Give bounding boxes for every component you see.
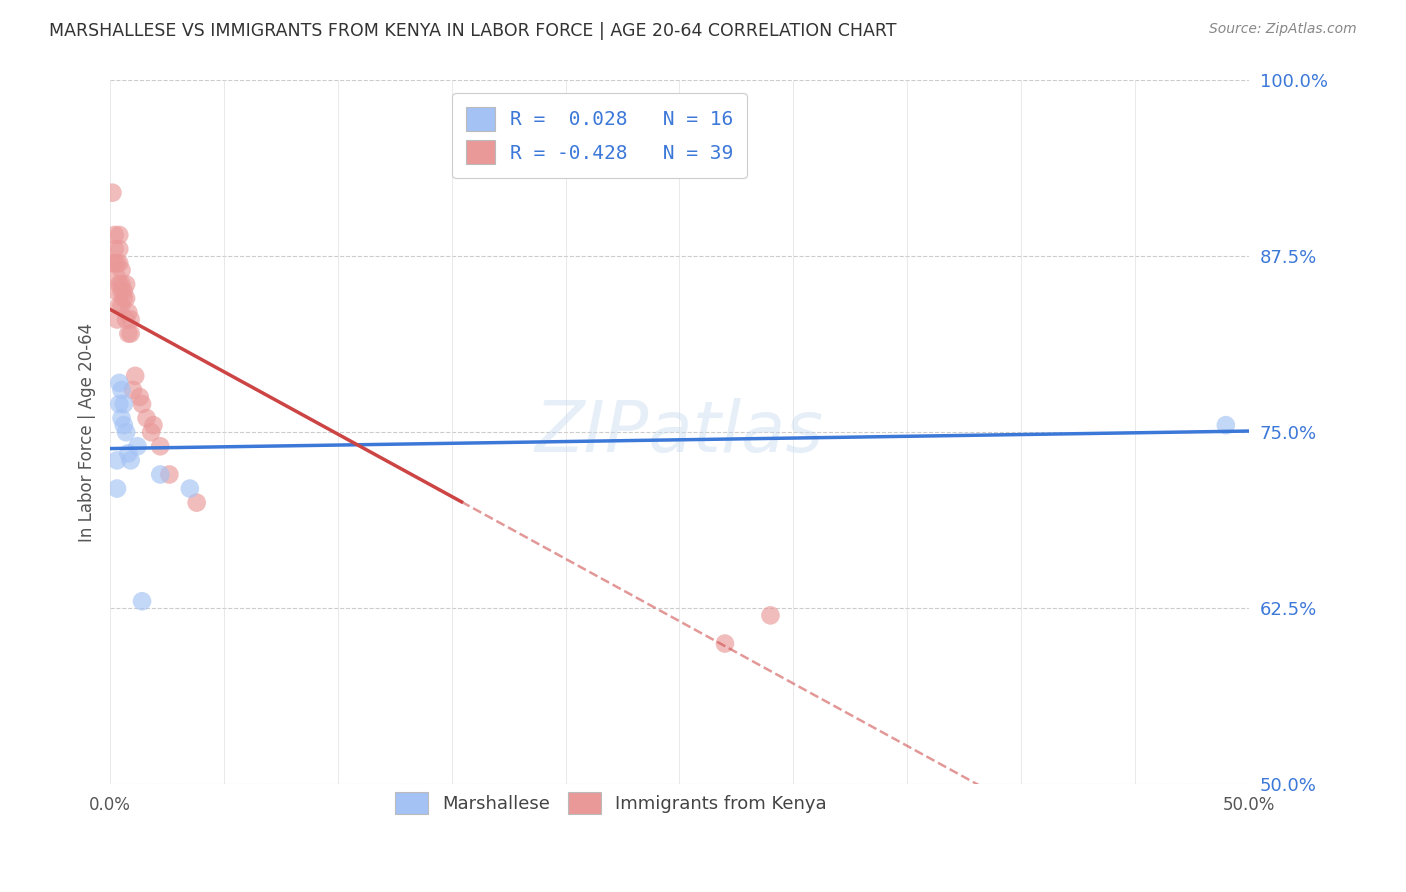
Point	[117, 305, 139, 319]
Point	[105, 482, 128, 496]
Point	[112, 418, 135, 433]
Point	[139, 425, 162, 440]
Point	[110, 285, 132, 299]
Point	[108, 397, 131, 411]
Point	[135, 411, 157, 425]
Point	[127, 439, 149, 453]
Point	[157, 467, 180, 482]
Legend: Marshallese, Immigrants from Kenya: Marshallese, Immigrants from Kenya	[384, 781, 838, 825]
Point	[110, 383, 132, 397]
Point	[105, 285, 128, 299]
Point	[108, 277, 131, 292]
Point	[112, 285, 135, 299]
Point	[104, 227, 127, 242]
Point	[104, 242, 127, 256]
Point	[1215, 418, 1237, 433]
Point	[105, 453, 128, 467]
Point	[120, 326, 142, 341]
Point	[115, 277, 138, 292]
Text: ZIPatlas: ZIPatlas	[534, 398, 824, 467]
Text: MARSHALLESE VS IMMIGRANTS FROM KENYA IN LABOR FORCE | AGE 20-64 CORRELATION CHAR: MARSHALLESE VS IMMIGRANTS FROM KENYA IN …	[49, 22, 897, 40]
Point	[115, 291, 138, 305]
Point	[105, 312, 128, 326]
Point	[128, 390, 150, 404]
Point	[131, 594, 153, 608]
Point	[110, 298, 132, 312]
Point	[124, 368, 146, 383]
Point	[108, 242, 131, 256]
Point	[115, 425, 138, 440]
Point	[115, 312, 138, 326]
Point	[105, 256, 128, 270]
Y-axis label: In Labor Force | Age 20-64: In Labor Force | Age 20-64	[79, 323, 96, 541]
Point	[110, 263, 132, 277]
Point	[110, 277, 132, 292]
Point	[179, 482, 201, 496]
Point	[120, 453, 142, 467]
Point	[117, 326, 139, 341]
Point	[122, 383, 145, 397]
Point	[149, 467, 172, 482]
Point	[104, 256, 127, 270]
Point	[101, 256, 124, 270]
Point	[131, 397, 153, 411]
Point	[108, 256, 131, 270]
Point	[112, 291, 135, 305]
Point	[142, 418, 165, 433]
Point	[108, 298, 131, 312]
Point	[186, 496, 208, 510]
Point	[110, 411, 132, 425]
Point	[120, 312, 142, 326]
Point	[117, 446, 139, 460]
Point	[101, 186, 124, 200]
Point	[112, 397, 135, 411]
Point	[108, 376, 131, 390]
Point	[714, 636, 737, 650]
Text: Source: ZipAtlas.com: Source: ZipAtlas.com	[1209, 22, 1357, 37]
Point	[108, 227, 131, 242]
Point	[149, 439, 172, 453]
Point	[105, 270, 128, 285]
Point	[759, 608, 782, 623]
